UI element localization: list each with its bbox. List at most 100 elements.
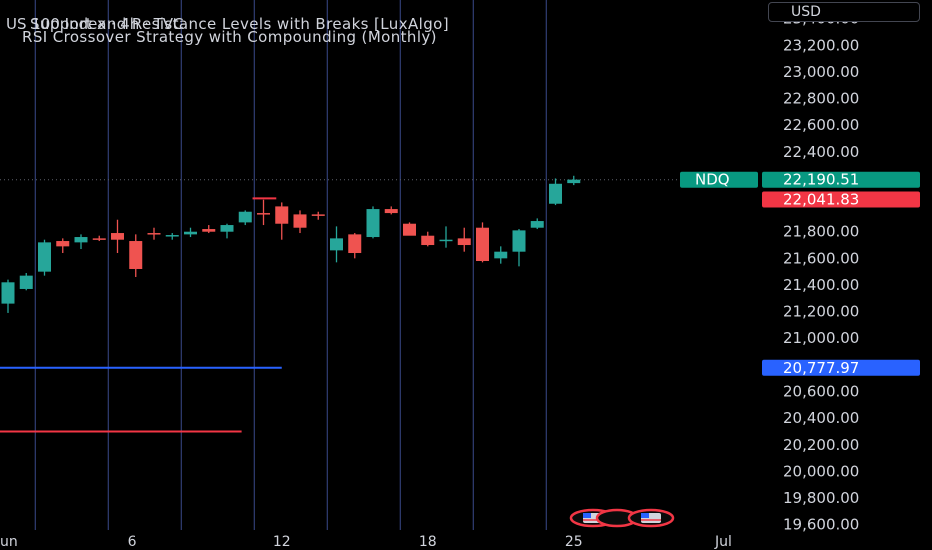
candle-body-19 xyxy=(348,234,362,254)
y-tick-label: 20,200.00 xyxy=(783,436,859,454)
event-badges[interactable] xyxy=(569,508,675,528)
candle-5 xyxy=(92,235,106,242)
candle-body-7 xyxy=(129,241,143,269)
price-tag-value: 22,041.83 xyxy=(783,191,859,209)
candle-body-31 xyxy=(567,179,581,184)
candle-16 xyxy=(293,210,307,234)
candle-11 xyxy=(202,225,216,234)
candle-body-28 xyxy=(512,230,526,252)
candle-body-29 xyxy=(530,221,544,228)
price-tag-0 xyxy=(762,171,920,188)
candle-body-9 xyxy=(165,235,179,237)
y-tick-label: 19,800.00 xyxy=(783,489,859,507)
symbol-tag-label: NDQ xyxy=(695,171,730,189)
y-tick-label: 22,800.00 xyxy=(783,90,859,108)
candle-body-15 xyxy=(275,206,289,224)
candle-body-1 xyxy=(19,275,33,289)
candle-7 xyxy=(129,234,143,277)
price-axis[interactable]: 23,400.0023,200.0023,000.0022,800.0022,6… xyxy=(783,10,859,534)
y-tick-label: 22,400.00 xyxy=(783,143,859,161)
candle-18 xyxy=(330,226,343,263)
candle-30 xyxy=(549,178,562,206)
candle-14 xyxy=(257,199,270,226)
candle-body-2 xyxy=(38,242,51,272)
candle-body-16 xyxy=(293,214,307,228)
time-axis[interactable]: un 6 12 18 25 Jul xyxy=(0,534,732,550)
candle-28 xyxy=(512,229,526,267)
candle-9 xyxy=(165,233,179,240)
candle-21 xyxy=(384,206,398,215)
candle-body-22 xyxy=(403,223,416,236)
symbol-tag xyxy=(680,171,758,188)
candle-20 xyxy=(366,206,380,239)
candle-body-10 xyxy=(184,231,197,235)
x-tick-label: un xyxy=(0,534,18,550)
candle-29 xyxy=(530,218,544,230)
candle-2 xyxy=(38,239,51,276)
level-lines xyxy=(0,179,760,433)
candle-body-12 xyxy=(220,225,234,232)
candle-body-13 xyxy=(238,211,252,223)
candle-12 xyxy=(220,223,234,239)
price-tag-2 xyxy=(762,359,920,376)
candle-body-6 xyxy=(111,233,124,240)
y-tick-label: 21,400.00 xyxy=(783,276,859,294)
x-tick-label: 18 xyxy=(419,534,437,550)
candle-15 xyxy=(275,202,289,240)
candle-body-5 xyxy=(92,238,106,240)
candle-body-11 xyxy=(202,229,216,232)
candle-body-8 xyxy=(147,233,161,235)
symbol-title: US 100 Index · 4h · TVC xyxy=(6,15,184,33)
candle-22 xyxy=(403,222,416,236)
y-tick-label: 21,800.00 xyxy=(783,223,859,241)
price-tags: NDQ 22,190.51 22,041.83 20,777.97 xyxy=(680,171,920,377)
y-tick-label: 22,600.00 xyxy=(783,116,859,134)
candle-23 xyxy=(421,231,435,247)
y-tick-label: 20,600.00 xyxy=(783,383,859,401)
flag-badge-3[interactable] xyxy=(627,508,675,528)
candle-body-14 xyxy=(257,213,270,215)
candle-body-21 xyxy=(384,209,398,214)
x-tick-label: 25 xyxy=(565,534,583,550)
candle-27 xyxy=(494,246,508,264)
candle-body-30 xyxy=(549,183,562,204)
x-tick-label: 12 xyxy=(273,534,291,550)
indicator-luxalgo-label[interactable]: Support and Resistance Levels with Break… xyxy=(30,15,449,33)
candle-1 xyxy=(19,272,33,291)
candle-24 xyxy=(439,226,453,248)
x-tick-label: 6 xyxy=(128,534,137,550)
x-tick-label: Jul xyxy=(714,534,732,550)
y-tick-label: 21,000.00 xyxy=(783,329,859,347)
y-tick-label: 21,600.00 xyxy=(783,249,859,267)
candle-26 xyxy=(476,222,489,263)
candle-body-24 xyxy=(439,239,453,242)
candle-body-23 xyxy=(421,235,435,246)
y-tick-label: 23,000.00 xyxy=(783,63,859,81)
y-tick-label: 23,200.00 xyxy=(783,36,859,54)
y-tick-label: 19,600.00 xyxy=(783,516,859,534)
candle-body-17 xyxy=(311,214,325,216)
candle-body-25 xyxy=(457,238,471,246)
candlestick-series xyxy=(1,175,581,313)
y-tick-label: 20,000.00 xyxy=(783,462,859,480)
candle-body-18 xyxy=(330,238,343,251)
candle-17 xyxy=(311,211,325,220)
candle-8 xyxy=(147,227,161,240)
indicator-rsi-strategy-label[interactable]: RSI Crossover Strategy with Compounding … xyxy=(22,28,437,46)
currency-button[interactable]: USD xyxy=(768,2,920,22)
price-tag-value: 22,190.51 xyxy=(783,171,859,189)
candle-0 xyxy=(1,279,15,313)
candle-31 xyxy=(567,175,581,186)
candle-19 xyxy=(348,233,362,259)
candle-body-3 xyxy=(56,241,70,247)
candle-10 xyxy=(184,227,197,238)
session-separator-lines xyxy=(34,0,547,530)
y-tick-label: 21,200.00 xyxy=(783,303,859,321)
candle-3 xyxy=(56,238,70,254)
currency-label: USD xyxy=(791,4,821,20)
candle-body-0 xyxy=(1,282,15,304)
y-tick-label: 20,400.00 xyxy=(783,409,859,427)
candle-body-27 xyxy=(494,251,508,259)
candle-body-4 xyxy=(74,237,88,243)
